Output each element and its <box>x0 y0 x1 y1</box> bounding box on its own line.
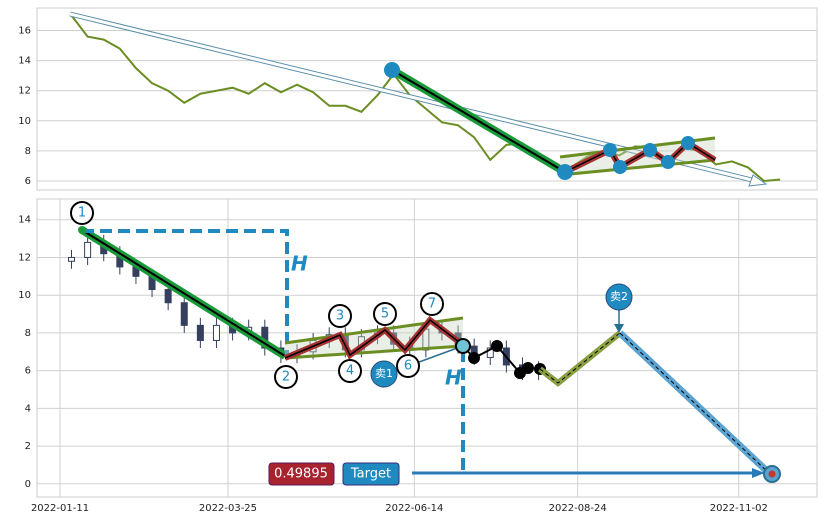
x-tick-label: 2022-08-24 <box>549 503 607 514</box>
y-tick-label: 4 <box>25 403 31 414</box>
target-label: Target <box>350 467 391 482</box>
candle-body <box>68 256 76 262</box>
pivot-rings <box>70 201 444 389</box>
sell2-badge <box>605 283 633 311</box>
y-tick-label: 12 <box>18 252 31 263</box>
y-tick-label: 14 <box>18 215 31 226</box>
y-tick-label: 8 <box>25 328 31 339</box>
y-tick-label: 14 <box>18 56 31 67</box>
candle-body <box>180 302 188 326</box>
x-tick-label: 2022-03-25 <box>199 503 257 514</box>
breakout-point <box>455 338 471 354</box>
sell-label: 卖2 <box>610 290 628 303</box>
candle-body <box>486 347 494 358</box>
sell-label: 卖1 <box>375 367 393 380</box>
channel-bottom <box>284 344 464 360</box>
bottom-annotations: 1 2 3 4 5 6 7 H H 卖1 卖2 0.49895 Target <box>70 201 781 486</box>
pivot-label: 1 <box>78 206 86 221</box>
pivot-label: 7 <box>428 297 436 312</box>
height-guide <box>82 229 289 358</box>
trend-arrow-inner <box>69 12 753 182</box>
zigzag-core <box>284 318 464 359</box>
y-tick-label: 8 <box>25 146 31 157</box>
candle-body <box>196 324 204 341</box>
x-tick-label: 2022-11-02 <box>710 503 768 514</box>
sell2-arrowhead <box>614 324 624 333</box>
pivot-dots <box>384 62 695 180</box>
h-label: H <box>445 366 462 390</box>
y-tick-label: 6 <box>25 366 31 377</box>
y-tick-label: 6 <box>25 176 31 187</box>
x-tick-label: 2022-01-11 <box>31 503 89 514</box>
pivot-label: 3 <box>336 309 344 324</box>
ratio-label: 0.49895 <box>274 467 328 482</box>
h-label: H <box>291 252 308 276</box>
candle-body <box>164 289 172 304</box>
channel-bottom <box>559 158 716 177</box>
x-tick-label: 2022-06-14 <box>385 503 443 514</box>
pivot-label: 2 <box>282 370 290 385</box>
projection-dots <box>468 340 546 379</box>
candle-body <box>212 324 220 341</box>
sell1-badge <box>370 360 398 388</box>
candle-body <box>84 241 92 258</box>
pivot-label: 5 <box>381 307 389 322</box>
top-annotations <box>69 11 768 187</box>
ratio-box <box>268 462 335 486</box>
y-tick-label: 10 <box>18 290 31 301</box>
path-down-core <box>619 332 771 475</box>
target-core <box>768 470 776 478</box>
down-leg-core <box>391 69 566 173</box>
y-tick-label: 10 <box>18 116 31 127</box>
y-tick-label: 12 <box>18 86 31 97</box>
y-tick-label: 2 <box>25 441 31 452</box>
target-box <box>342 462 400 486</box>
down-leg-core <box>81 229 286 357</box>
pivot-label: 4 <box>346 364 354 379</box>
pivot-label: 6 <box>404 359 412 374</box>
target-arrowhead <box>752 468 765 478</box>
y-tick-label: 0 <box>25 479 31 490</box>
y-tick-label: 16 <box>18 26 31 37</box>
start-point <box>78 226 86 234</box>
arrow-head <box>748 174 768 187</box>
path-up-core <box>539 332 621 384</box>
